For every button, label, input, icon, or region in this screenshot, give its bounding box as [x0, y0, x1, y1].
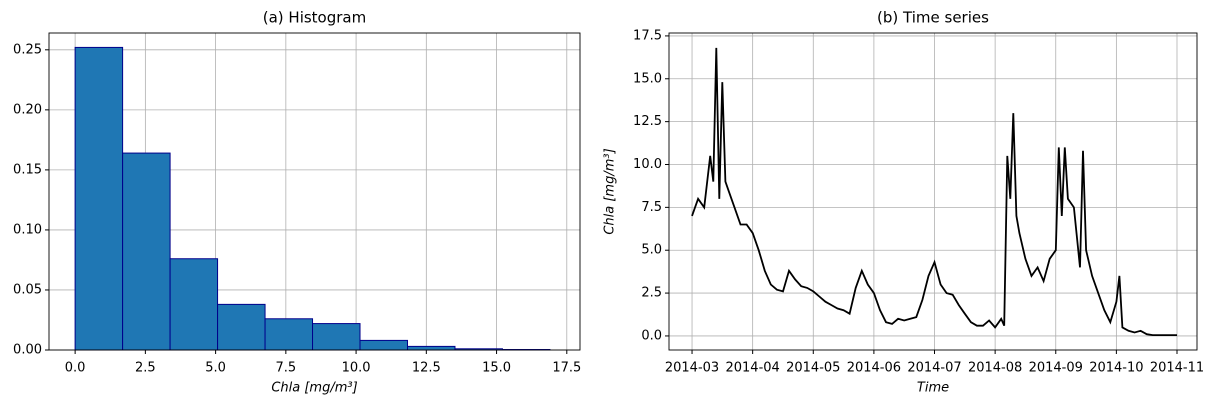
y-tick-label: 5.0	[641, 243, 662, 258]
y-tick-label: 17.5	[633, 28, 662, 43]
y-tick-label: 0.00	[13, 343, 42, 358]
x-tick-label: 12.5	[412, 361, 441, 376]
chart-title: (b) Time series	[877, 9, 989, 27]
y-axis-label: Chla [mg/m³]	[603, 148, 618, 234]
x-tick-label: 2014-04	[725, 361, 779, 376]
x-tick-label: 10.0	[342, 361, 371, 376]
x-tick-label: 2014-05	[786, 361, 840, 376]
bar	[407, 346, 454, 350]
x-tick-label: 2014-07	[907, 361, 961, 376]
x-tick-label: 5.0	[205, 361, 226, 376]
x-tick-label: 2014-03	[665, 361, 719, 376]
x-tick-label: 17.5	[552, 361, 581, 376]
y-tick-label: 0.15	[13, 162, 42, 177]
plot-frame	[669, 33, 1197, 350]
y-tick-label: 0.10	[13, 222, 42, 237]
x-tick-label: 2014-08	[968, 361, 1022, 376]
y-tick-label: 0.0	[641, 328, 662, 343]
y-tick-label: 0.25	[13, 42, 42, 57]
bar	[360, 340, 407, 350]
x-tick-label: 2.5	[135, 361, 156, 376]
y-tick-label: 0.20	[13, 102, 42, 117]
y-tick-label: 10.0	[633, 157, 662, 172]
x-tick-label: 2014-09	[1029, 361, 1083, 376]
x-axis-label: Chla [mg/m³]	[271, 381, 357, 396]
x-tick-label: 2014-11	[1150, 361, 1204, 376]
bar	[123, 153, 170, 350]
bar	[218, 304, 265, 350]
y-tick-label: 7.5	[641, 200, 662, 215]
bar	[313, 324, 360, 350]
bar	[75, 47, 122, 350]
x-tick-label: 2014-10	[1089, 361, 1143, 376]
chart-title: (a) Histogram	[263, 9, 366, 27]
y-tick-label: 12.5	[633, 114, 662, 129]
y-tick-label: 15.0	[633, 71, 662, 86]
x-axis-label: Time	[917, 381, 949, 396]
bar	[170, 259, 217, 350]
x-tick-label: 7.5	[275, 361, 296, 376]
y-tick-label: 2.5	[641, 286, 662, 301]
x-tick-label: 2014-06	[847, 361, 901, 376]
x-tick-label: 0.0	[65, 361, 86, 376]
y-tick-label: 0.05	[13, 282, 42, 297]
x-tick-label: 15.0	[482, 361, 511, 376]
bar	[265, 319, 312, 350]
